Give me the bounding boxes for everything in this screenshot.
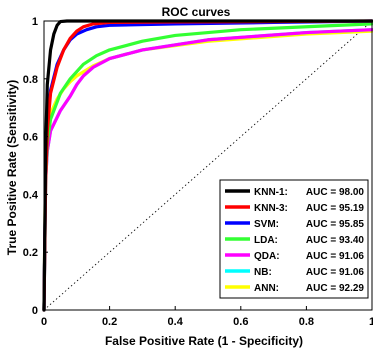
legend-label: NB:: [254, 267, 272, 278]
x-tick-label: 0.6: [233, 316, 248, 328]
legend-auc-value: AUC = 95.85: [306, 219, 365, 230]
legend-label: SVM:: [254, 219, 279, 230]
axis-layer: 00 0.2 0.2 0.4 0.4 0.6 0.6 0.8 0.8 1 1: [23, 16, 373, 328]
legend-auc-value: AUC = 92.29: [306, 283, 365, 294]
y-tick-label: 1: [32, 16, 38, 28]
legend: KNN-1: AUC = 98.00 KNN-3: AUC = 95.19 SVM: AU…: [219, 179, 369, 299]
legend-auc-value: AUC = 98.00: [306, 187, 365, 198]
legend-auc-value: AUC = 91.06: [306, 267, 365, 278]
legend-label: LDA:: [254, 235, 278, 246]
legend-label: ANN:: [254, 283, 279, 294]
series-layer: [42, 19, 373, 312]
x-tick-label: 0.8: [299, 316, 314, 328]
x-tick-label: 0.4: [168, 316, 184, 328]
x-tick-label: 1: [369, 316, 373, 328]
x-axis-label: False Positive Rate (1 - Specificity): [105, 334, 303, 348]
y-tick-label: 0.6: [23, 132, 38, 144]
reference-diagonal-line: [43, 20, 373, 311]
y-tick-label: 0.8: [23, 74, 38, 86]
legend-label: KNN-1:: [254, 187, 288, 198]
legend-auc-value: AUC = 95.19: [306, 203, 365, 214]
legend-label: KNN-3:: [254, 203, 288, 214]
x-tick-label: 0.2: [102, 316, 117, 328]
legend-label: QDA:: [254, 251, 280, 262]
x-tick-label: 0: [41, 316, 47, 328]
legend-auc-value: AUC = 91.06: [306, 251, 365, 262]
y-tick-label: 0.2: [23, 247, 38, 259]
chart-title: ROC curves: [162, 5, 231, 19]
y-tick-label: 0: [32, 305, 38, 317]
y-tick-label: 0.4: [23, 189, 39, 201]
legend-auc-value: AUC = 93.40: [306, 235, 365, 246]
y-axis-label: True Positive Rate (Sensitivity): [5, 80, 19, 255]
reference-line-layer: [43, 20, 373, 311]
plot-frame: [43, 20, 373, 311]
